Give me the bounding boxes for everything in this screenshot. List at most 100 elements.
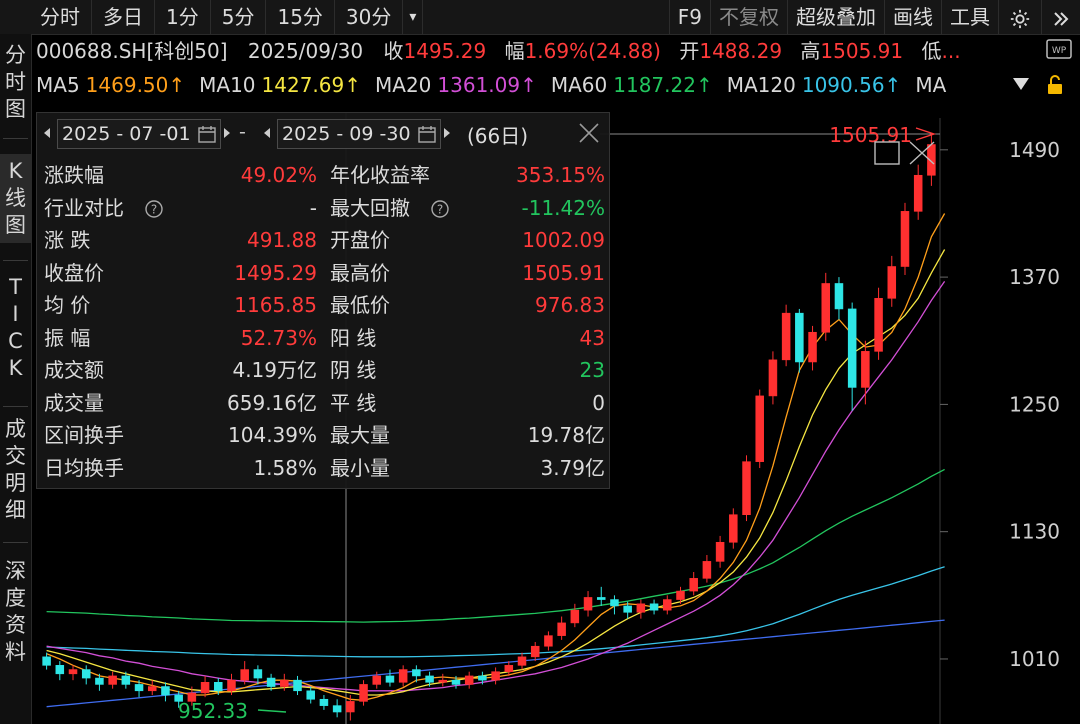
close-label: 收	[383, 39, 404, 63]
ma-label: MA	[915, 73, 947, 97]
candle-body	[55, 665, 65, 675]
svg-text:WP: WP	[1052, 46, 1067, 56]
stat-label: 阴 线	[330, 358, 377, 382]
stat-value: 52.73%	[240, 325, 317, 350]
candle-body	[517, 656, 527, 666]
candle-body	[293, 679, 302, 692]
sidebar-item-label: K	[8, 356, 23, 380]
tab-30min[interactable]: 30分	[335, 0, 404, 34]
range-separator: -	[239, 121, 246, 143]
ma-label: MA5	[36, 73, 80, 97]
stat-label: 收盘价	[44, 260, 104, 285]
sidebar-divider	[3, 542, 28, 543]
tab-15min[interactable]: 15分	[266, 0, 335, 34]
sidebar-item-label: C	[8, 329, 23, 353]
sidebar-item-label: 分	[5, 43, 26, 67]
sidebar-item-trade-detail[interactable]: 成 交 明 细	[0, 416, 31, 524]
candle-body	[187, 692, 197, 702]
help-icon[interactable]: ?	[430, 199, 450, 219]
f9-button[interactable]: F9	[668, 0, 710, 34]
candle-body	[81, 669, 91, 679]
tab-1min[interactable]: 1分	[155, 0, 211, 34]
caret-left-icon[interactable]	[41, 127, 53, 139]
stat-value: 1495.29	[234, 260, 317, 285]
ma-label: MA60	[550, 73, 608, 97]
stat-value: 1.58%	[253, 455, 317, 480]
candle-body	[398, 669, 408, 683]
ma-value: 1427.69↑	[261, 73, 361, 97]
candle-body	[200, 681, 210, 694]
tab-multi-day[interactable]: 多日	[92, 0, 155, 34]
y-tick-label: 1010	[1009, 647, 1060, 671]
help-icon[interactable]: ?	[144, 199, 164, 219]
period-dropdown-button[interactable]: ▾	[403, 0, 424, 34]
ma-value: 1090.56↑	[801, 73, 902, 97]
candle-body	[715, 541, 725, 562]
sidebar-item-label: 时	[5, 70, 26, 94]
range-start-date[interactable]: 2025 - 07 -01	[57, 119, 221, 149]
ma-label: MA120	[726, 73, 796, 97]
candle-body	[570, 609, 580, 624]
candle-body	[834, 283, 844, 310]
lock-icon[interactable]	[1044, 74, 1066, 96]
stock-code: 000688.SH[科创50]	[36, 39, 228, 63]
ma-legend: MA5 1469.50↑ MA10 1427.69↑ MA20 1361.09↑ MA60 1…	[36, 70, 952, 100]
candle-body	[385, 675, 395, 683]
svg-text:?: ?	[151, 202, 157, 216]
range-start-text: 2025 - 07 -01	[62, 123, 191, 145]
candle-body	[438, 679, 448, 683]
range-end-date[interactable]: 2025 - 09 -30	[277, 119, 441, 149]
candle-body	[702, 561, 712, 579]
sidebar-divider	[3, 406, 28, 407]
tab-5min[interactable]: 5分	[211, 0, 267, 34]
sidebar-item-tick[interactable]: T I C K	[0, 274, 31, 382]
sidebar-divider	[3, 260, 28, 261]
maximize-icon	[874, 141, 900, 165]
stat-label: 涨跌幅	[44, 163, 104, 187]
more-button[interactable]	[1041, 0, 1080, 34]
open-label: 开	[679, 39, 700, 63]
caret-right-icon[interactable]	[221, 127, 233, 139]
high-value: 1505.91	[820, 39, 904, 63]
sidebar-item-label: 明	[5, 471, 26, 495]
cross-icon	[909, 141, 935, 165]
wp-icon[interactable]: WP	[1046, 38, 1072, 62]
super-overlay-button[interactable]: 超级叠加	[787, 0, 884, 34]
ma250-line	[46, 619, 945, 708]
candle-body	[147, 686, 157, 692]
no-adjust-button[interactable]: 不复权	[710, 0, 787, 34]
low-value: ...	[941, 39, 961, 63]
settings-button[interactable]	[998, 0, 1041, 34]
chevron-down-icon[interactable]	[1010, 74, 1032, 94]
stat-value: 4.19万亿	[232, 358, 317, 382]
candle-body	[464, 675, 474, 685]
sidebar-item-depth-info[interactable]: 深 度 资 料	[0, 558, 31, 666]
caret-right-icon[interactable]	[441, 127, 453, 139]
period-toolbar: 分时 多日 1分 5分 15分 30分 ▾ F9 不复权 超级叠加 画线 工具	[0, 0, 1080, 35]
tools-button[interactable]: 工具	[941, 0, 998, 34]
sidebar-item-label: 线	[5, 186, 26, 210]
close-icon[interactable]	[577, 121, 601, 145]
sidebar-item-label: 深	[5, 559, 26, 583]
ma-label: MA20	[375, 73, 432, 97]
candle-body	[319, 698, 329, 706]
candle-body	[636, 603, 646, 613]
stat-value: 23	[579, 358, 605, 382]
stat-label: 开盘价	[330, 228, 390, 252]
calendar-icon	[198, 126, 216, 143]
tab-intraday[interactable]: 分时	[0, 0, 92, 34]
sidebar-item-intraday[interactable]: 分 时 图	[0, 42, 31, 123]
caret-left-icon[interactable]	[261, 127, 273, 139]
candle-body	[227, 679, 236, 692]
stat-label: 均 价	[44, 293, 91, 317]
draw-line-button[interactable]: 画线	[884, 0, 941, 34]
candle-body	[689, 578, 698, 592]
candle-body	[253, 669, 263, 679]
candle-body	[821, 283, 831, 333]
sidebar-item-kline[interactable]: K 线 图	[0, 154, 31, 243]
left-sidebar: 分 时 图 K 线 图 T I C K 成 交 明 细 深 度 资 料	[0, 34, 32, 724]
sidebar-item-label: K	[8, 159, 23, 183]
stat-value: 976.83	[535, 293, 605, 317]
stat-label: 日均换手	[44, 455, 124, 480]
